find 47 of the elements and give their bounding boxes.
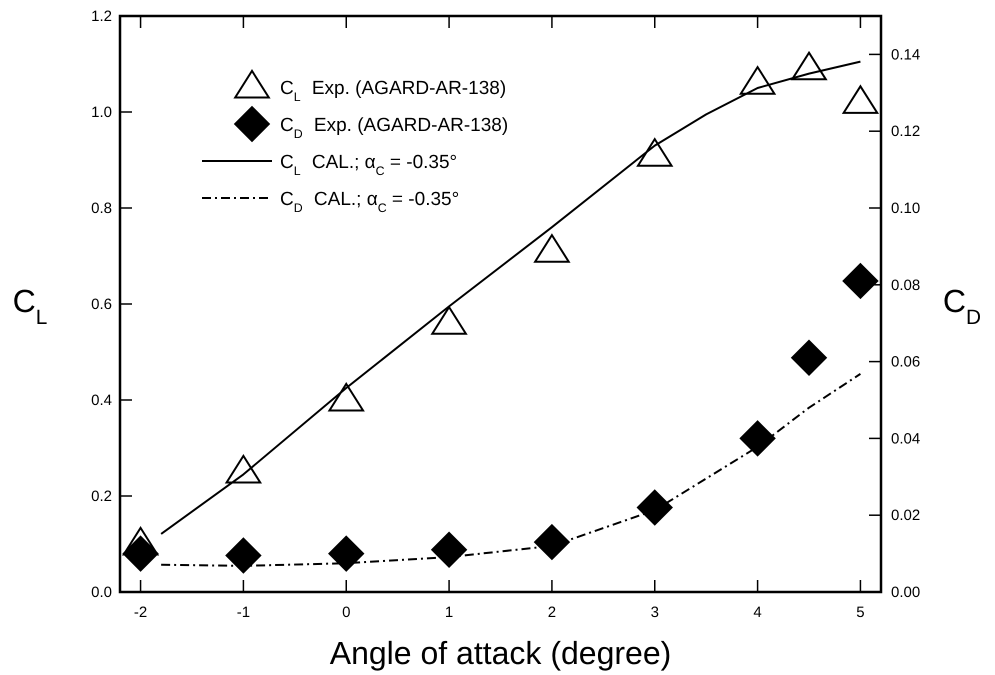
y2-axis-title: C$_{D}$ xyxy=(942,283,982,328)
point xyxy=(636,490,673,526)
point xyxy=(431,532,467,568)
x-tick-label: 5 xyxy=(856,604,865,621)
point xyxy=(740,66,776,95)
x-axis-title: Angle of attack (degree) xyxy=(330,635,672,671)
point xyxy=(122,536,158,572)
y2-tick-label: 0.02 xyxy=(891,507,920,524)
point xyxy=(791,340,827,376)
y-axis-title: C$_{L}$ xyxy=(12,283,48,328)
y-tick-label: 0.6 xyxy=(91,296,112,313)
point xyxy=(431,306,467,335)
point xyxy=(791,52,827,80)
point xyxy=(842,85,878,114)
y2-tick-label: 0.12 xyxy=(891,123,920,140)
point xyxy=(226,454,262,484)
y2-tick-label: 0.00 xyxy=(891,584,920,601)
x-tick-label: -2 xyxy=(134,604,148,621)
point xyxy=(636,138,673,167)
legend-label: C$_{L}$ Exp. (AGARD-AR-138) xyxy=(280,78,506,104)
legend-label: C$_{D}$ Exp. (AGARD-AR-138) xyxy=(280,115,508,141)
y2-tick-label: 0.08 xyxy=(891,276,920,294)
x-tick-label: 4 xyxy=(753,604,762,621)
y2-tick-label: 0.06 xyxy=(891,354,920,371)
y-tick-label: 0.0 xyxy=(91,584,112,601)
point xyxy=(842,263,878,299)
x-tick-label: 2 xyxy=(548,604,556,621)
x-tick-label: 3 xyxy=(650,604,659,621)
point xyxy=(534,524,570,560)
x-tick-label: -1 xyxy=(236,604,250,621)
point xyxy=(740,420,776,456)
point xyxy=(328,536,364,572)
y-tick-label: 1.0 xyxy=(91,104,112,121)
y-tick-label: 0.2 xyxy=(91,488,112,505)
x-tick-label: 0 xyxy=(342,604,350,621)
point xyxy=(328,382,364,412)
point xyxy=(534,234,570,263)
legend-label: C$_{L}$ CAL.; α$_{C}$ = -0.35° xyxy=(280,152,458,178)
legend-label: C$_{D}$ CAL.; α$_{C}$ = -0.35° xyxy=(280,189,460,215)
y2-tick-label: 0.04 xyxy=(891,430,920,448)
x-tick-label: 1 xyxy=(444,604,454,621)
y-tick-label: 0.4 xyxy=(91,392,112,409)
y2-tick-label: 0.14 xyxy=(891,46,920,64)
y-tick-label: 1.2 xyxy=(91,8,112,25)
point xyxy=(226,538,262,574)
y-tick-label: 0.8 xyxy=(91,200,112,217)
y2-tick-label: 0.10 xyxy=(891,200,920,217)
